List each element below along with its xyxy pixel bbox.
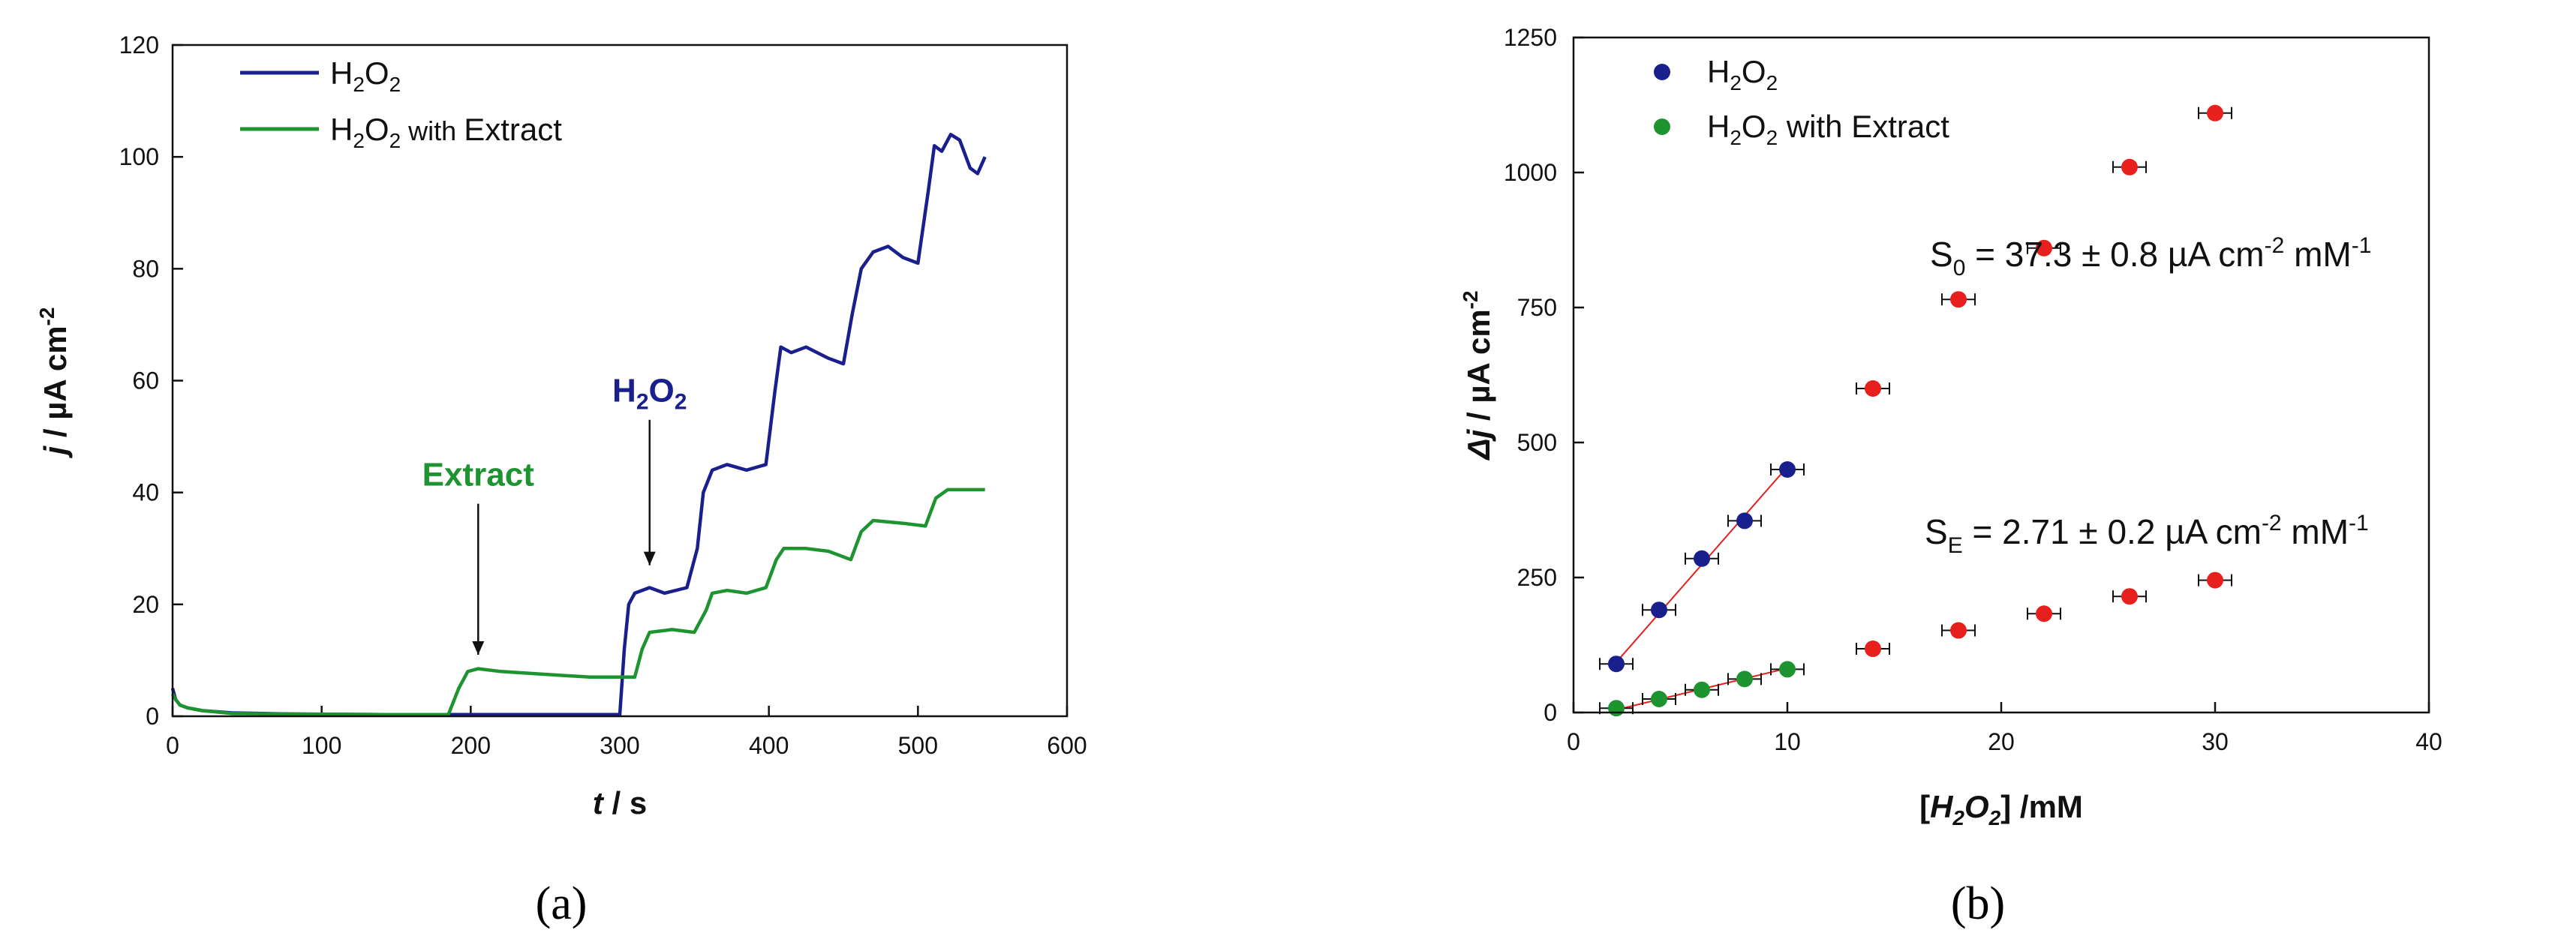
panel-a-y-tick-label: 0 [146,703,159,730]
point-red [1865,640,1881,658]
panel-a-x-tick-label: 600 [1047,732,1087,759]
legend-marker-h2o2 [1654,64,1670,80]
legend-label-h2o2-extract: H2O2 with Extract [330,112,562,152]
panel-a-ticks: 0 100 200 300 400 500 600 0 20 40 60 80 100 120 [119,32,1087,759]
point-red [2207,572,2223,589]
panel-a-y-tick-label: 40 [132,479,159,506]
panel-a-y-tick-label: 60 [132,368,159,394]
panel-b-x-tick-label: 0 [1567,728,1580,755]
panel-a-plot-frame [171,44,1069,718]
series-line-h2o2 [170,133,987,717]
point-h2o2 [1736,512,1753,530]
panel-a-y-tick-label: 20 [132,591,159,618]
panel-a-x-tick-label: 0 [166,732,179,759]
panel-a-x-tick-label: 500 [898,732,938,759]
point-red [1865,380,1881,397]
point-h2o2 [1608,656,1625,673]
point-h2o2 [1651,602,1667,619]
panel-a-x-tick-label: 400 [749,732,789,759]
legend-marker-h2o2-extract [1654,118,1670,135]
point-h2o2 [1779,461,1796,478]
legend-label-h2o2-extract: H2O2 with Extract [1707,109,1949,149]
panel-b-y-tick-label: 0 [1543,699,1557,726]
panel-a-y-axis-label: j / µA cm-2 [35,308,73,459]
series-line-h2o2-with-extract [171,488,985,717]
panel-a-x-axis-label: t / s [593,785,647,820]
panel-a-y-tick-label: 120 [119,32,159,58]
annotation-arrowhead [643,551,656,566]
panel-b-y-tick-label: 1000 [1504,159,1557,186]
point-red [2207,104,2223,122]
point-red [2036,239,2052,256]
point-h2o2-with-extract [1779,661,1796,678]
panel-a-caption: (a) [536,878,588,929]
panel-b-x-tick-label: 10 [1774,728,1801,755]
panel-b-points [1599,104,2232,717]
panel-b-caption: (b) [1951,878,2005,929]
panel-a-y-tick-label: 80 [132,255,159,282]
point-h2o2-with-extract [1736,670,1753,688]
point-h2o2-with-extract [1608,700,1625,717]
annotation-extract: Extract [422,457,535,494]
equation-se: SE = 2.71 ± 0.2 µA cm-2 mM-1 [1925,511,2369,558]
legend-label-h2o2: H2O2 [1707,54,1778,94]
panel-b-x-tick-label: 20 [1988,728,2015,755]
panel-b-plot-frame [1572,36,2430,714]
point-red [1950,291,1967,308]
panel-b-x-axis-label: [H2O2] /mM [1919,789,2083,830]
panel-a-y-tick-label: 100 [119,143,159,170]
point-red [2036,605,2052,622]
panel-a-x-tick-label: 100 [302,732,341,759]
annotation-arrowhead [472,640,485,655]
point-red [2121,158,2138,176]
panel-b-y-tick-label: 250 [1517,564,1557,591]
panel-a-series [170,133,987,717]
annotation-h2o2: H2O2 [612,373,687,415]
equation-s0: S0 = 37.3 ± 0.8 µA cm-2 mM-1 [1930,233,2371,280]
panel-b-scatter-chart: 0 10 20 30 40 0 250 500 750 1000 1250 H2O2 H2O2 wi… [1459,24,2442,830]
panel-b-y-axis-label: Δj / µA cm-2 [1459,290,1496,460]
panel-b-y-tick-label: 500 [1517,429,1557,456]
panel-b-y-tick-label: 1250 [1504,24,1557,51]
point-h2o2 [1694,550,1710,567]
panel-a-annotations: Extract H2O2 [422,373,687,655]
panel-b-y-tick-label: 750 [1517,294,1557,321]
point-red [2121,588,2138,605]
panel-b-ticks: 0 10 20 30 40 0 250 500 750 1000 1250 [1504,24,2442,755]
legend-label-h2o2: H2O2 [330,56,401,96]
point-h2o2-with-extract [1651,691,1667,707]
panel-b-x-tick-label: 40 [2415,728,2442,755]
panel-a-x-tick-label: 300 [600,732,639,759]
panel-b-x-tick-label: 30 [2202,728,2229,755]
panel-a-x-tick-label: 200 [451,732,491,759]
point-red [1950,622,1967,639]
panel-a-line-chart: 0 100 200 300 400 500 600 0 20 40 60 80 100 120 Extra… [35,32,1087,820]
point-h2o2-with-extract [1694,681,1710,698]
